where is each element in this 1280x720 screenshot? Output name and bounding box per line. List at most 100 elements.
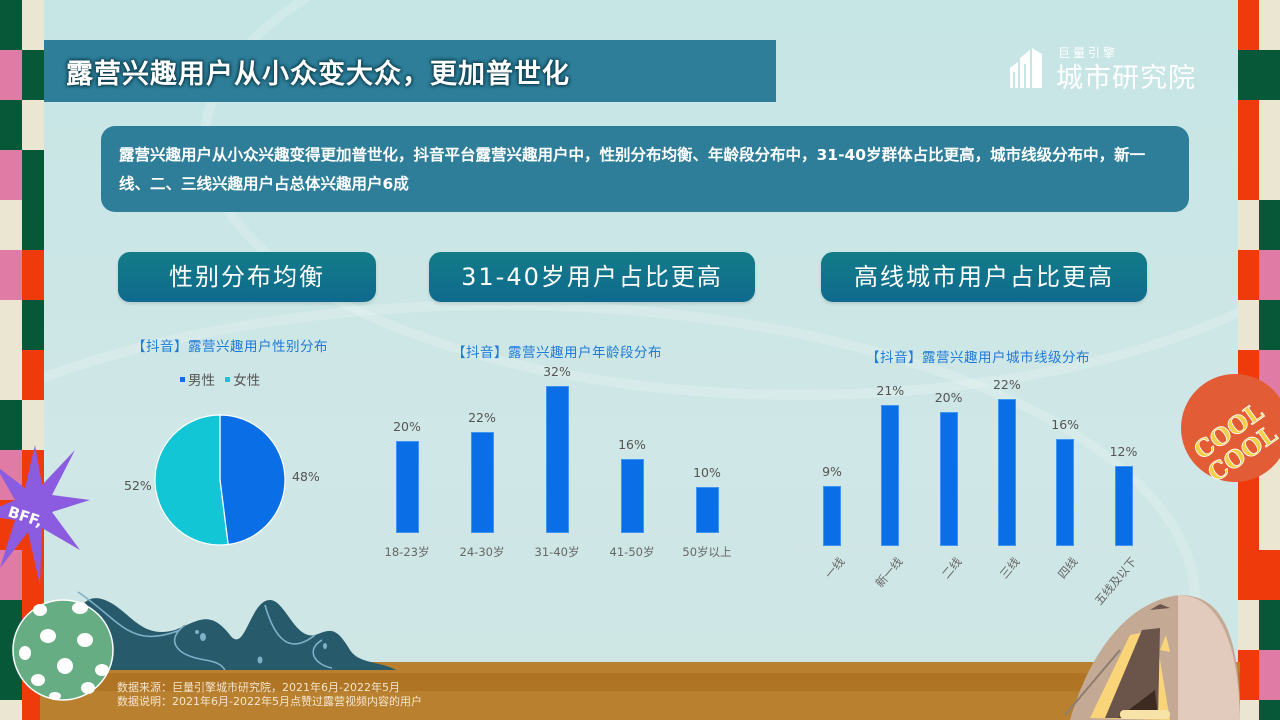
bar-value-label: 16% <box>1051 416 1080 432</box>
x-axis-label: 50岁以上 <box>682 545 732 559</box>
checker-cell <box>22 250 44 300</box>
age-bar-chart: 20% 18-23岁 22% 24-30岁 32% 31-40岁 16% 41-50岁 10% 5… <box>370 330 750 570</box>
checker-cell <box>0 100 22 150</box>
mountains-illustration <box>60 591 397 670</box>
section-header-city: 高线城市用户占比更高 <box>821 252 1147 302</box>
data-source: 数据来源：巨量引擎城市研究院，2021年6月-2022年5月 <box>117 681 400 694</box>
pie-slice-female <box>154 414 229 546</box>
x-axis-label: 41-50岁 <box>609 545 655 559</box>
checker-cell <box>22 0 44 50</box>
title-banner: 露营兴趣用户从小众变大众，更加普世化 <box>44 40 776 102</box>
checker-cell <box>0 400 22 450</box>
bar <box>695 487 719 533</box>
checker-cell <box>1238 150 1259 200</box>
logo-subtitle: 巨量引擎 <box>1058 46 1119 60</box>
section-header-age: 31-40岁用户占比更高 <box>429 252 755 302</box>
cool-badge-sticker: COOL COOL <box>1181 374 1280 488</box>
checker-cell <box>1259 650 1280 700</box>
checker-cell <box>1259 700 1280 720</box>
checker-cell <box>1259 0 1280 50</box>
bar-value-label: 32% <box>543 363 571 379</box>
bar <box>939 412 958 546</box>
pie-label-male: 48% <box>292 469 320 484</box>
pie-label-female: 52% <box>124 478 152 493</box>
legend-item-male: 男性 <box>180 373 215 389</box>
checker-cell <box>1259 250 1280 300</box>
checker-cell <box>1259 150 1280 200</box>
checker-cell <box>1238 300 1259 350</box>
checker-cell <box>0 0 22 50</box>
checker-cell <box>22 350 44 400</box>
checker-cell <box>0 50 22 100</box>
bar-value-label: 9% <box>822 463 842 479</box>
bar-value-label: 16% <box>618 437 646 453</box>
brand-logo: 巨量引擎 城市研究院 <box>1006 44 1206 94</box>
checker-cell <box>1238 550 1259 600</box>
checker-cell <box>1238 650 1259 700</box>
checker-cell <box>1259 550 1280 600</box>
bff-star-sticker: BFF, <box>0 445 90 585</box>
bar <box>620 459 644 533</box>
bar <box>395 441 419 533</box>
checker-cell <box>1259 300 1280 350</box>
summary-box: 露营兴趣用户从小众兴趣变得更加普世化，抖音平台露营兴趣用户中，性别分布均衡、年龄… <box>101 126 1189 212</box>
summary-text: 露营兴趣用户从小众兴趣变得更加普世化，抖音平台露营兴趣用户中，性别分布均衡、年龄… <box>119 146 1146 193</box>
x-axis-label: 31-40岁 <box>534 545 580 559</box>
checker-cell <box>0 700 22 720</box>
gender-legend: 男性 女性 <box>180 369 266 389</box>
tent-illustration <box>1064 595 1240 720</box>
x-axis-line <box>370 533 742 534</box>
checker-cell <box>1238 0 1259 50</box>
data-note: 数据说明：2021年6月-2022年5月点赞过露营视频内容的用户 <box>117 695 422 708</box>
checker-cell <box>22 200 44 250</box>
ground-stripe <box>40 673 1240 691</box>
checker-cell <box>22 100 44 150</box>
ground-band <box>40 662 1240 720</box>
checker-cell <box>1238 250 1259 300</box>
checker-cell <box>22 300 44 350</box>
legend-swatch-male <box>180 376 185 382</box>
checker-cell <box>1238 700 1259 720</box>
checker-border-right <box>1238 0 1280 720</box>
checker-cell <box>1238 200 1259 250</box>
checker-cell <box>1238 50 1259 100</box>
bar-value-label: 22% <box>992 376 1021 392</box>
bar <box>545 385 569 533</box>
section-header-gender: 性别分布均衡 <box>118 252 376 302</box>
checker-cell <box>0 250 22 300</box>
checker-cell <box>1238 100 1259 150</box>
checker-cell <box>22 400 44 450</box>
bar <box>1056 438 1075 546</box>
checker-cell <box>0 200 22 250</box>
x-axis-label: 24-30岁 <box>459 545 505 559</box>
checker-cell <box>1259 200 1280 250</box>
checker-cell <box>1259 500 1280 550</box>
city-buildings-icon <box>1010 48 1042 88</box>
checker-cell <box>0 300 22 350</box>
gender-pie-chart <box>154 414 286 546</box>
checker-cell <box>22 700 44 720</box>
age-chart-title: 【抖音】露营兴趣用户年龄段分布 <box>452 345 662 361</box>
bar-value-label: 21% <box>876 383 905 399</box>
checker-cell <box>1259 600 1280 650</box>
bar <box>997 398 1016 546</box>
city-chart-title: 【抖音】露营兴趣用户城市线级分布 <box>866 350 1090 366</box>
x-axis-label: 18-23岁 <box>384 545 430 559</box>
checker-cell <box>0 150 22 200</box>
bar-value-label: 22% <box>468 409 496 425</box>
checker-cell <box>1259 100 1280 150</box>
checker-cell <box>1238 600 1259 650</box>
bar-value-label: 10% <box>693 465 721 480</box>
checker-cell <box>1259 50 1280 100</box>
legend-item-female: 女性 <box>225 373 260 389</box>
logo-title: 城市研究院 <box>1056 63 1196 94</box>
city-bar-chart: 9% 一线 21% 新一线 20% 二线 22% 三线 16% 四线 12% 五线及以下 <box>790 335 1170 610</box>
x-axis-line <box>790 546 1152 547</box>
bar <box>881 405 900 546</box>
gender-chart-title: 【抖音】露营兴趣用户性别分布 <box>132 339 328 355</box>
page-title: 露营兴趣用户从小众变大众，更加普世化 <box>66 59 570 90</box>
footer-notes: 数据来源：巨量引擎城市研究院，2021年6月-2022年5月 数据说明：2021… <box>117 681 422 709</box>
checker-cell <box>22 50 44 100</box>
checker-cell <box>0 550 22 600</box>
spotted-ball-illustration <box>12 599 114 701</box>
